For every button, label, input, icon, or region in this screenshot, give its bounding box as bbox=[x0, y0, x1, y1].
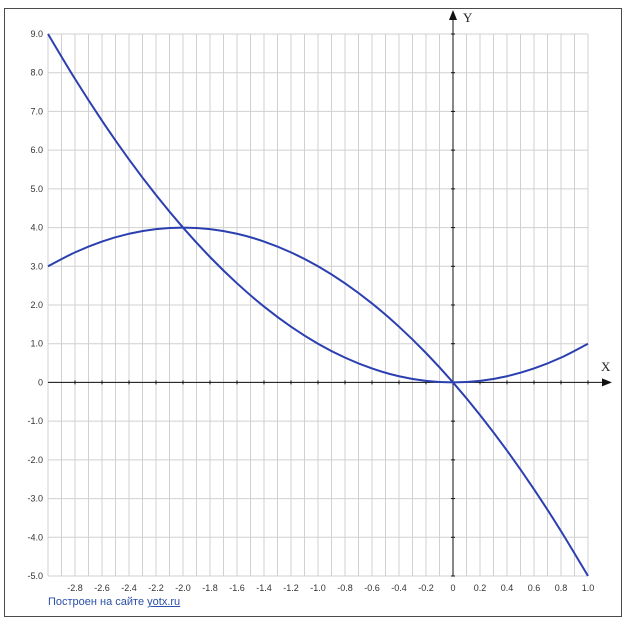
x-tick-label: -2.6 bbox=[94, 583, 110, 593]
y-tick-label: 8.0 bbox=[30, 68, 43, 78]
x-tick-label: -1.2 bbox=[283, 583, 299, 593]
y-tick-label: -2.0 bbox=[27, 455, 43, 465]
x-tick-label: -2.4 bbox=[121, 583, 137, 593]
x-tick-label: 0.2 bbox=[474, 583, 487, 593]
x-tick-label: -2.2 bbox=[148, 583, 164, 593]
series-line-1 bbox=[47, 33, 589, 384]
x-tick-label: -0.4 bbox=[391, 583, 407, 593]
grid bbox=[47, 33, 589, 577]
y-axis-name: Y bbox=[463, 10, 473, 25]
x-tick-label: -1.0 bbox=[310, 583, 326, 593]
x-axis-name: X bbox=[601, 359, 611, 374]
y-tick-label: 1.0 bbox=[30, 339, 43, 349]
series-group bbox=[47, 33, 589, 577]
y-tick-label: -5.0 bbox=[27, 571, 43, 581]
credit-line: Построен на сайте yotx.ru bbox=[48, 596, 180, 608]
y-tick-label: 0 bbox=[38, 377, 43, 387]
x-tick-label: -2.0 bbox=[175, 583, 191, 593]
y-tick-label: -3.0 bbox=[27, 494, 43, 504]
x-tick-label: -1.8 bbox=[202, 583, 218, 593]
y-tick-label: 6.0 bbox=[30, 145, 43, 155]
y-tick-label: 4.0 bbox=[30, 223, 43, 233]
series-line-2 bbox=[47, 226, 589, 577]
x-tick-label: -0.6 bbox=[364, 583, 380, 593]
axes bbox=[48, 10, 612, 577]
x-tick-label: 0 bbox=[450, 583, 455, 593]
y-tick-label: 2.0 bbox=[30, 300, 43, 310]
x-tick-label: -1.4 bbox=[256, 583, 272, 593]
y-tick-label: -1.0 bbox=[27, 416, 43, 426]
credit-link[interactable]: yotx.ru bbox=[147, 596, 181, 608]
chart-frame bbox=[4, 8, 622, 617]
x-tick-label: -2.8 bbox=[67, 583, 83, 593]
y-tick-label: 3.0 bbox=[30, 261, 43, 271]
x-tick-label: 0.4 bbox=[501, 583, 514, 593]
x-tick-label: -0.8 bbox=[337, 583, 353, 593]
x-tick-label: 0.8 bbox=[555, 583, 568, 593]
x-tick-label: -1.6 bbox=[229, 583, 245, 593]
y-tick-label: 7.0 bbox=[30, 106, 43, 116]
x-tick-label: -0.2 bbox=[418, 583, 434, 593]
y-tick-label: 9.0 bbox=[30, 29, 43, 39]
y-axis-arrow bbox=[449, 10, 457, 20]
credit-text: Построен на сайте bbox=[48, 596, 145, 608]
tick-labels: -2.8 -2.6 -2.4 -2.2 -2.0 -1.8 -1.6 -1.4 -1.2 -1.0… bbox=[27, 29, 594, 593]
y-tick-label: -4.0 bbox=[27, 532, 43, 542]
y-tick-label: 5.0 bbox=[30, 184, 43, 194]
x-tick-label: 1.0 bbox=[582, 583, 595, 593]
x-tick-label: 0.6 bbox=[528, 583, 541, 593]
x-axis-arrow bbox=[602, 378, 612, 387]
